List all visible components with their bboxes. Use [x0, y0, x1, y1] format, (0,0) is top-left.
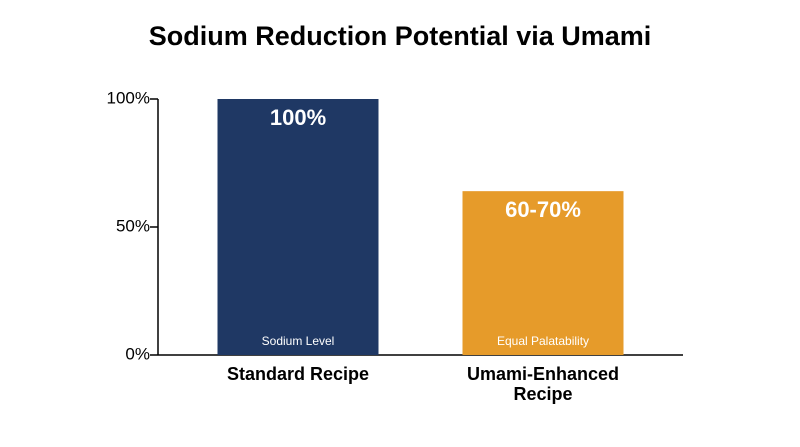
bar [217, 99, 379, 355]
bar-label: Equal Palatability [497, 334, 589, 348]
bar [462, 191, 624, 355]
x-tick-label: Umami-Enhanced Recipe [466, 364, 620, 404]
chart-title: Sodium Reduction Potential via Umami [149, 21, 652, 51]
value-label: 100% [270, 105, 326, 130]
y-tick-label: 0% [125, 344, 150, 363]
y-tick-label: 50% [116, 216, 150, 235]
y-tick-label: 100% [107, 88, 150, 107]
x-tick-label: Standard Recipe [226, 364, 370, 384]
value-label: 60-70% [505, 197, 581, 222]
bar-label: Sodium Level [262, 334, 335, 348]
